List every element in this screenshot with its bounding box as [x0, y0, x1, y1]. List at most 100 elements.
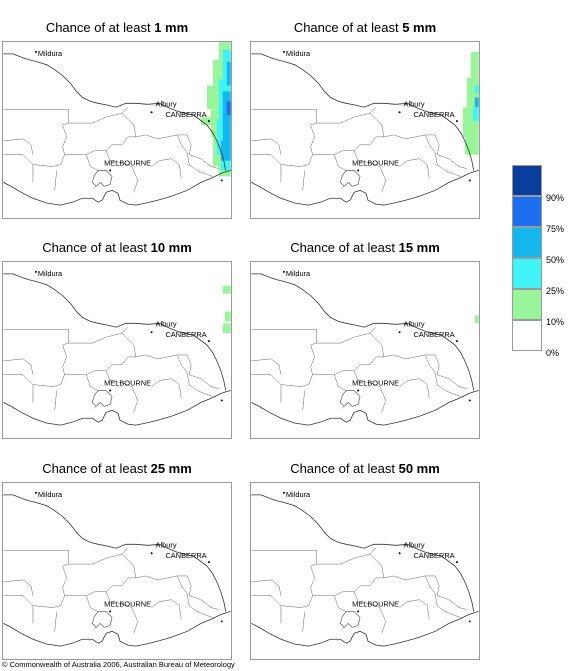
victoria-map-svg: Mildura CANBERRA Albury MELBOURNE — [251, 490, 479, 647]
district-boundary — [251, 328, 317, 375]
district-boundary — [177, 575, 213, 618]
legend-swatch-90 — [512, 165, 542, 196]
legend-swatch-75 — [512, 196, 542, 227]
copyright-notice: © Commonwealth of Australia 2006, Austra… — [2, 660, 235, 669]
legend-label-10: 10% — [546, 317, 565, 327]
district-boundary — [353, 150, 387, 193]
district-boundary — [32, 595, 65, 608]
canberra-dot — [455, 120, 458, 123]
district-boundary — [437, 595, 467, 610]
district-boundary — [64, 577, 136, 596]
district-boundary — [425, 575, 461, 618]
district-boundary — [68, 332, 137, 357]
probability-legend: 90% 75% 50% 25% 10% 0% — [510, 165, 570, 358]
state-border — [3, 273, 227, 391]
city-label-melbourne: MELBOURNE — [104, 159, 151, 168]
mildura-dot — [282, 491, 285, 494]
district-boundary — [105, 370, 139, 413]
coastline — [251, 170, 479, 206]
rain-probability-cell — [218, 166, 231, 177]
district-boundary — [251, 579, 282, 596]
district-boundary — [105, 591, 139, 634]
district-boundary — [121, 548, 129, 555]
legend-swatch-50 — [512, 227, 542, 258]
district-boundary — [3, 328, 69, 375]
state-border — [251, 273, 475, 391]
city-label-canberra: CANBERRA — [413, 551, 454, 560]
district-boundary — [251, 358, 282, 375]
district-boundary — [121, 107, 129, 114]
district-boundary — [151, 158, 182, 179]
rain-probability-cell — [474, 315, 479, 324]
district-boundary — [3, 374, 34, 403]
mildura-dot — [34, 50, 37, 53]
gabo-dot — [220, 179, 223, 182]
district-boundary — [3, 358, 34, 375]
gabo-dot — [220, 399, 223, 402]
district-boundary — [32, 154, 65, 167]
panel-title: Chance of at least 1 mm — [45, 20, 189, 35]
city-label-canberra: CANBERRA — [413, 330, 454, 339]
district-boundary — [399, 378, 430, 399]
map: Mildura CANBERRA Albury MELBOURNE — [2, 41, 232, 219]
albury-dot — [150, 552, 153, 555]
district-boundary — [437, 374, 467, 389]
district-boundary — [353, 591, 387, 634]
district-boundary — [121, 327, 129, 334]
district-boundary — [251, 595, 282, 624]
victoria-map-svg: Mildura CANBERRA Albury MELBOURNE — [251, 269, 479, 426]
district-boundary — [302, 611, 305, 632]
canberra-dot — [455, 561, 458, 564]
city-label-mildura: Mildura — [38, 269, 63, 278]
gabo-dot — [468, 620, 471, 623]
city-label-canberra: CANBERRA — [413, 110, 454, 119]
legend-swatch-0 — [512, 320, 542, 351]
panel-title: Chance of at least 50 mm — [290, 461, 440, 476]
city-label-melbourne: MELBOURNE — [352, 159, 399, 168]
district-boundary — [151, 599, 182, 620]
legend-label-75: 75% — [546, 224, 565, 234]
district-boundary — [135, 134, 192, 155]
canberra-dot — [207, 340, 210, 343]
city-label-albury: Albury — [156, 99, 177, 108]
district-boundary — [54, 390, 57, 411]
rain-probability-cell — [201, 117, 211, 126]
victoria-map-svg: Mildura CANBERRA Albury MELBOURNE — [251, 49, 479, 206]
district-boundary — [3, 154, 34, 183]
district-boundary — [3, 108, 69, 155]
district-boundary — [280, 595, 313, 608]
district-boundary — [312, 577, 384, 596]
albury-dot — [398, 331, 401, 334]
map: Mildura CANBERRA Albury MELBOURNE — [2, 482, 232, 660]
district-boundary — [135, 575, 192, 596]
district-boundary — [64, 136, 136, 155]
albury-dot — [150, 111, 153, 114]
panel-title: Chance of at least 25 mm — [42, 461, 192, 476]
district-boundary — [316, 112, 385, 137]
district-boundary — [251, 549, 317, 596]
victoria-map-svg: Mildura CANBERRA Albury MELBOURNE — [3, 490, 231, 647]
district-boundary — [280, 154, 313, 167]
port-phillip-bay — [91, 611, 113, 628]
district-boundary — [383, 575, 440, 596]
city-label-mildura: Mildura — [286, 49, 311, 58]
district-boundary — [251, 108, 317, 155]
district-boundary — [151, 378, 182, 399]
coastline — [251, 390, 479, 426]
city-label-albury: Albury — [404, 540, 425, 549]
district-boundary — [3, 595, 34, 624]
district-boundary — [54, 611, 57, 632]
city-label-albury: Albury — [404, 319, 425, 328]
district-boundary — [312, 136, 384, 155]
rain-probability-cell — [474, 85, 479, 94]
city-label-melbourne: MELBOURNE — [352, 379, 399, 388]
victoria-map-svg: Mildura CANBERRA Albury MELBOURNE — [3, 42, 231, 206]
district-boundary — [105, 150, 139, 193]
city-label-mildura: Mildura — [286, 269, 311, 278]
mildura-dot — [282, 270, 285, 273]
rain-probability-cell — [474, 97, 479, 108]
rain-probability-cell — [220, 154, 231, 171]
district-boundary — [189, 595, 219, 610]
albury-dot — [150, 331, 153, 334]
district-boundary — [280, 374, 313, 387]
